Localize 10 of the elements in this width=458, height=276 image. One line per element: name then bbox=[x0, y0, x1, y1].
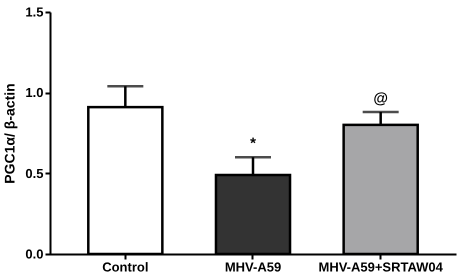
y-tick-label: 1.5 bbox=[25, 4, 44, 20]
annotation: @ bbox=[373, 90, 388, 108]
x-tick-label: Control bbox=[102, 260, 148, 274]
annotation: * bbox=[250, 135, 256, 152]
y-tick-label: 0.0 bbox=[25, 246, 44, 262]
y-tick-label: 1.0 bbox=[25, 85, 44, 100]
x-tick-label: MHV-A59+SRTAW04 bbox=[318, 260, 444, 274]
y-tick-label: 0.5 bbox=[25, 166, 44, 181]
x-tick-label: MHV-A59 bbox=[224, 260, 282, 274]
y-axis-title: PGC1α/ β-actin bbox=[1, 83, 18, 184]
